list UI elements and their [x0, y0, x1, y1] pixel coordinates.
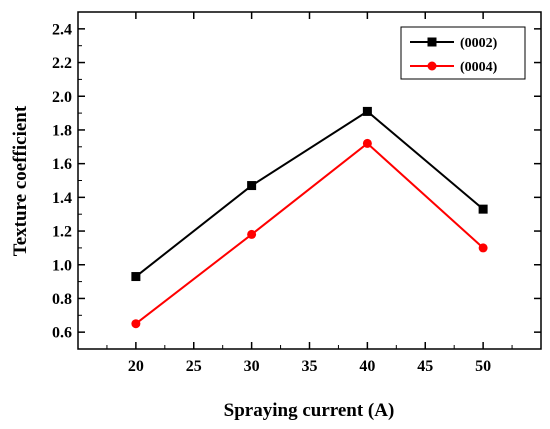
data-point — [362, 106, 372, 116]
data-point — [247, 181, 257, 191]
legend: (0002) (0004) — [400, 26, 526, 80]
legend-label: (0002) — [460, 36, 498, 51]
data-point — [131, 319, 141, 329]
y-tick-label: 2.0 — [52, 89, 72, 106]
y-axis-ticks: 0.6 0.8 1.0 1.2 1.4 1.6 1.8 2.0 2.2 2.4 — [52, 21, 541, 342]
data-point — [247, 229, 257, 239]
x-tick-label: 20 — [128, 358, 144, 375]
series-layer — [131, 106, 488, 329]
y-tick-label: 1.0 — [52, 257, 72, 274]
data-point — [131, 272, 141, 282]
y-tick-label: 0.6 — [52, 325, 72, 342]
y-tick-label: 1.6 — [52, 156, 72, 173]
x-tick-label: 35 — [302, 358, 318, 375]
series-line — [135, 142, 484, 325]
y-tick-label: 2.4 — [52, 21, 72, 38]
data-point — [478, 204, 488, 214]
x-tick-label: 40 — [359, 358, 375, 375]
x-tick-label: 50 — [475, 358, 491, 375]
y-tick-label: 1.2 — [52, 224, 72, 241]
x-axis-title: Spraying current (A) — [224, 400, 395, 421]
x-tick-label: 25 — [186, 358, 202, 375]
x-axis-ticks: 20 25 30 35 40 45 50 — [106, 12, 513, 375]
data-point — [478, 243, 488, 253]
x-tick-label: 45 — [417, 358, 433, 375]
y-tick-label: 2.2 — [52, 55, 72, 72]
legend-box — [400, 26, 526, 80]
y-axis-title: Texture coefficient — [10, 105, 31, 256]
data-point — [362, 138, 372, 148]
legend-marker — [427, 37, 437, 47]
y-tick-label: 1.4 — [52, 190, 72, 207]
legend-marker — [427, 61, 437, 71]
y-tick-label: 1.8 — [52, 122, 72, 139]
series-line — [135, 110, 484, 278]
x-tick-label: 30 — [244, 358, 260, 375]
legend-label: (0004) — [460, 60, 498, 75]
y-tick-label: 0.8 — [52, 291, 72, 308]
